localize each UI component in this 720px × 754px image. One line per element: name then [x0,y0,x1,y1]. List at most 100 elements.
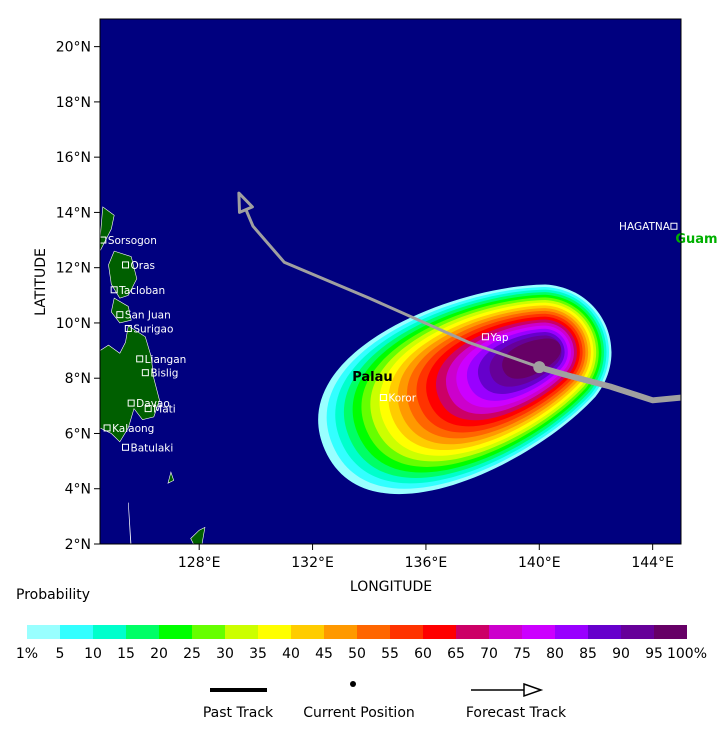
place-marker-icon [122,443,130,451]
colorbar-label: 85 [579,646,597,662]
plot-frame [99,18,682,545]
landmass-4 [190,526,206,544]
lon-tick-label: 144°E [631,555,674,571]
place-label: Oras [131,260,156,272]
place-label: San Juan [125,310,171,322]
place-marker-icon [127,399,135,407]
place-marker-icon [110,286,118,294]
lat-tick-label: 6°N [65,426,91,442]
place-label: Batulaki [131,442,174,454]
lat-tick-label: 12°N [56,261,91,277]
track-key: Past Track Current Position Forecast Tra… [203,681,567,721]
place-label: Davao [136,398,170,410]
colorbar-swatch-16 [555,625,588,639]
colorbar-label: 10 [84,646,102,662]
colorbar-swatch-4 [159,625,192,639]
current-position-symbol [350,681,356,687]
forecast-arrowhead-icon [237,191,254,214]
place-marker-icon [122,261,130,269]
place-marker-icon [481,333,489,341]
place-label: Mati [153,404,176,416]
colorbar-swatch-14 [489,625,522,639]
landmass-5 [167,471,175,484]
colorbar-swatch-15 [522,625,555,639]
lat-tick-label: 16°N [56,150,91,166]
colorbar-label: 25 [183,646,201,662]
colorbar-label: 30 [216,646,234,662]
probability-colorbar [27,625,687,639]
colorbar-swatch-19 [654,625,687,639]
lat-tick-label: 4°N [65,482,91,498]
lat-tick-label: 10°N [56,316,91,332]
place-marker-icon [103,424,111,432]
colorbar-label: 45 [315,646,333,662]
latitude-ticks: 2°N 4°N 6°N 8°N 10°N 12°N 14°N 16°N 18°N 20°N [56,40,100,553]
current-position-label: Current Position [303,705,415,721]
current-position-marker [533,361,546,374]
region-label: Palau [352,370,392,385]
colorbar-label: 70 [480,646,498,662]
colorbar-label: 1% [16,646,38,662]
place-label: Koror [388,393,416,405]
colorbar-swatch-10 [357,625,390,639]
colorbar-swatch-12 [423,625,456,639]
colorbar-label: 50 [348,646,366,662]
place-marker-icon [136,355,144,363]
colorbar-swatch-1 [60,625,93,639]
place-label: Liangan [145,354,187,366]
landmass-6 [128,502,132,544]
place-label: Kalaong [112,423,154,435]
probability-contour-19 [502,338,561,379]
lat-tick-label: 14°N [56,205,91,221]
landmass-0 [100,206,115,252]
longitude-ticks: 128°E 132°E 136°E 140°E 144°E [178,544,674,571]
colorbar-label: 15 [117,646,135,662]
colorbar-swatch-9 [324,625,357,639]
colorbar-label: 60 [414,646,432,662]
place-label: Bislig [150,368,178,380]
lat-tick-label: 2°N [65,537,91,553]
forecast-track-label: Forecast Track [466,705,567,721]
colorbar-label: 55 [381,646,399,662]
place-label: HAGATNA [619,221,671,233]
place-marker-icon [379,394,387,402]
place-marker-icon [124,324,132,332]
colorbar-label: 5 [56,646,65,662]
place-label: Surigao [133,323,173,335]
colorbar-label: 95 [645,646,663,662]
colorbar-swatch-5 [192,625,225,639]
colorbar-label: 80 [546,646,564,662]
lon-tick-label: 132°E [291,555,334,571]
y-axis-label: LATITUDE [33,248,49,316]
colorbar-swatch-0 [27,625,60,639]
colorbar-label: 75 [513,646,531,662]
colorbar-label: 100% [667,646,707,662]
colorbar-label: 90 [612,646,630,662]
lat-tick-label: 8°N [65,371,91,387]
place-marker-icon [144,405,152,413]
colorbar-swatch-8 [291,625,324,639]
place-marker-icon [670,222,678,230]
past-track-label: Past Track [203,705,274,721]
colorbar-label: 65 [447,646,465,662]
colorbar-swatch-2 [93,625,126,639]
lon-tick-label: 136°E [405,555,448,571]
colorbar-label: 40 [282,646,300,662]
place-label: Sorsogon [108,235,157,247]
x-axis-label: LONGITUDE [350,579,432,595]
colorbar-swatch-17 [588,625,621,639]
colorbar-label: 35 [249,646,267,662]
colorbar-label: 20 [150,646,168,662]
place-label: Tacloban [118,285,165,297]
forecast-arrow-icon [523,682,544,698]
past-track-line [538,364,681,404]
storm-tracks [237,191,681,404]
lon-tick-label: 128°E [178,555,221,571]
forecast-track-line [237,192,540,369]
probability-swath [318,284,612,494]
colorbar-swatch-11 [390,625,423,639]
landmass-3 [100,325,160,443]
region-label: Guam [675,232,717,247]
